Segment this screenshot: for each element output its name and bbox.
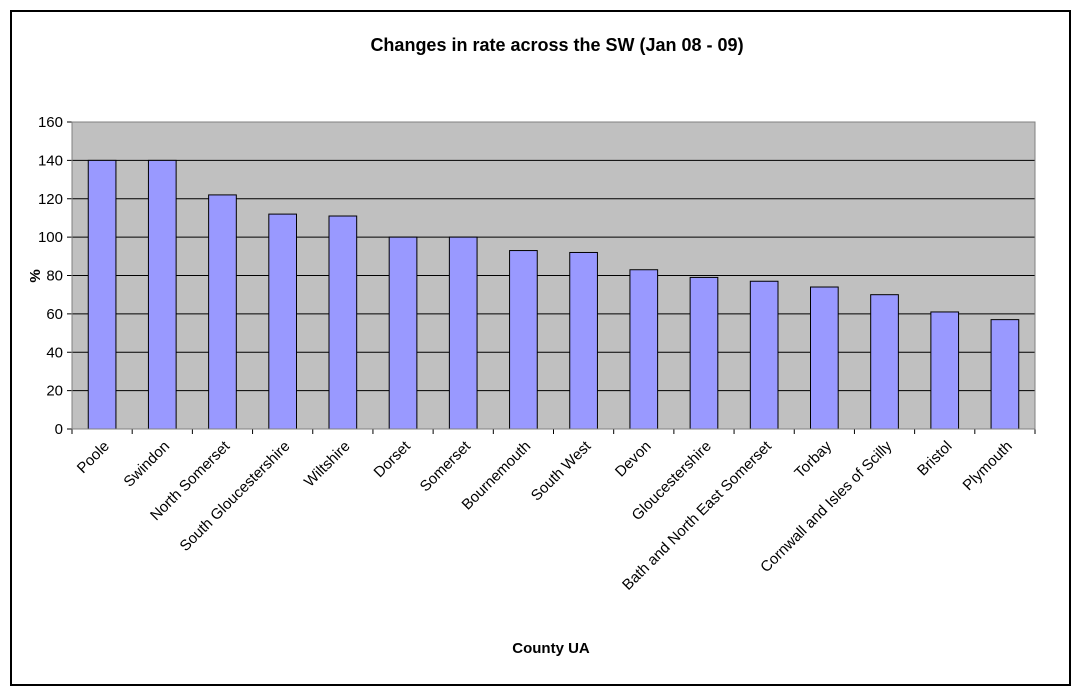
bar: [87, 159, 117, 430]
chart-title: Changes in rate across the SW (Jan 08 - …: [370, 35, 743, 55]
bar: [569, 251, 598, 430]
y-tick-label: 120: [38, 191, 63, 208]
y-tick-label: 0: [55, 421, 63, 438]
y-tick-label: 160: [38, 114, 63, 131]
bar: [328, 215, 358, 430]
x-tick-label: Bristol: [914, 438, 955, 479]
bars: [87, 159, 1020, 430]
y-tick-label: 60: [46, 306, 63, 323]
bar: [509, 250, 538, 430]
y-tick-label: 20: [46, 383, 63, 400]
x-tick-label: Swindon: [120, 438, 173, 491]
bar: [990, 319, 1020, 430]
x-tick-label: Poole: [74, 438, 113, 477]
y-axis-title: %: [27, 269, 44, 282]
y-tick-label: 140: [38, 152, 63, 169]
x-tick-label: Somerset: [417, 437, 475, 495]
bar: [629, 269, 659, 430]
y-tick-labels: 0 20 40 60 80 100 120 140 160: [38, 114, 63, 438]
x-tick-label: South West: [528, 437, 595, 504]
bar: [810, 286, 839, 430]
bar: [749, 280, 779, 430]
bar: [268, 213, 297, 430]
bar: [448, 236, 478, 430]
plot-border: [71, 121, 1036, 430]
bar: [930, 311, 960, 430]
bar: [870, 294, 899, 430]
x-tick-label: Torbay: [791, 437, 835, 481]
axes: [67, 121, 1036, 434]
y-tick-label: 40: [46, 344, 63, 361]
bar: [689, 276, 719, 430]
x-tick-label: South Gloucestershire: [177, 438, 294, 555]
y-tick-label: 80: [46, 268, 63, 285]
bar: [208, 194, 237, 430]
x-tick-label: Wiltshire: [301, 438, 354, 491]
x-tick-label: Devon: [612, 438, 655, 481]
bar: [147, 159, 177, 430]
x-axis-title: County UA: [512, 640, 590, 657]
bar: [388, 236, 418, 430]
y-tick-label: 100: [38, 229, 63, 246]
x-tick-label: Plymouth: [959, 438, 1015, 494]
x-tick-label: Dorset: [371, 437, 415, 481]
